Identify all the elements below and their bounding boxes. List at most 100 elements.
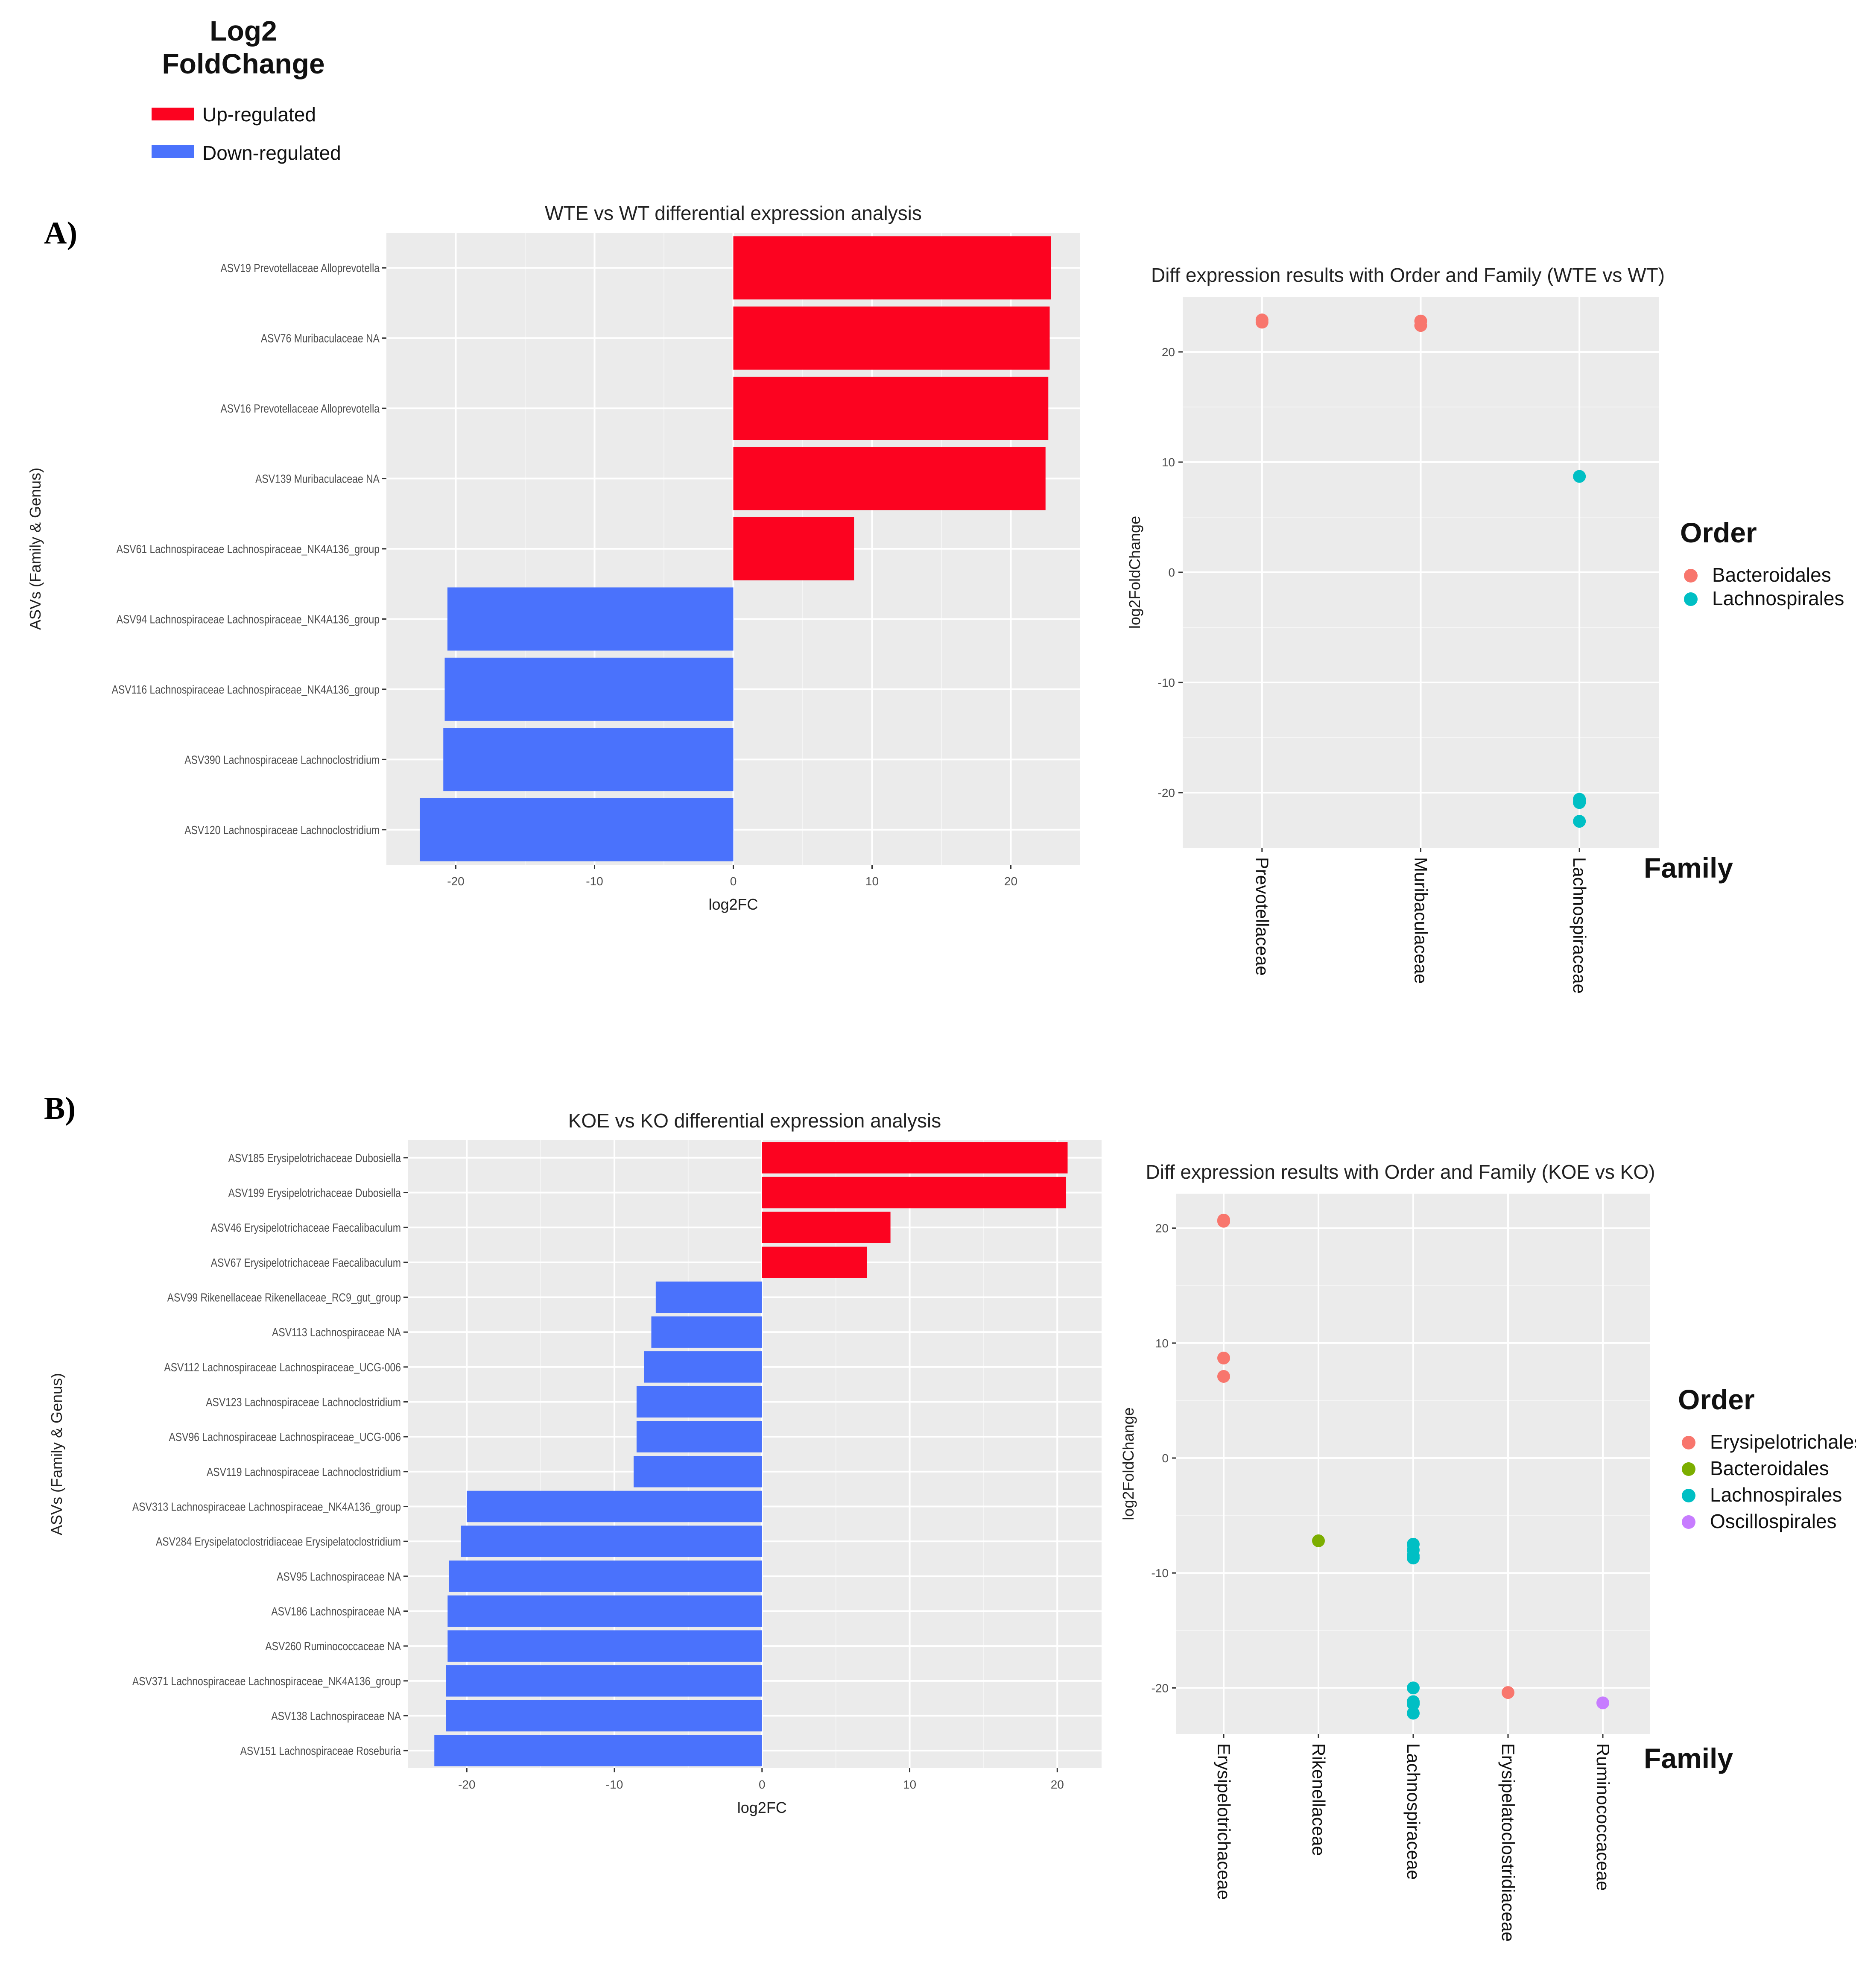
category-label: ASV99 Rikenellaceae Rikenellaceae_RC9_gu… bbox=[167, 1291, 401, 1304]
category-label: ASV116 Lachnospiraceae Lachnospiraceae_N… bbox=[112, 683, 380, 697]
data-point bbox=[1407, 1707, 1420, 1720]
category-label: ASV138 Lachnospiraceae NA bbox=[271, 1710, 401, 1723]
x-tick-label: 20 bbox=[1004, 875, 1017, 888]
category-label: ASV390 Lachnospiraceae Lachnoclostridium bbox=[184, 753, 380, 767]
x-axis-title: log2FC bbox=[737, 1799, 787, 1816]
legend-swatch-up bbox=[152, 108, 194, 120]
legend-label: Oscillospirales bbox=[1710, 1510, 1837, 1532]
family-label: Lachnospiraceae bbox=[1403, 1743, 1423, 1880]
bar bbox=[447, 1595, 762, 1627]
category-label: ASV46 Erysipelotrichaceae Faecalibaculum bbox=[211, 1221, 401, 1235]
bar bbox=[651, 1316, 762, 1348]
legend-label: Erysipelotrichales bbox=[1710, 1431, 1856, 1453]
x-tick-label: 20 bbox=[1051, 1778, 1064, 1791]
family-label: Rikenellaceae bbox=[1309, 1743, 1329, 1856]
bar-chart-wte-vs-wt: -20 -10 0 10 20 ASV19 Prevotellaceae Alloprev… bbox=[26, 202, 1080, 913]
bar-chart-koe-vs-ko: -20 -10 0 10 20 ASV185 Erysipelotrichaceae Du… bbox=[48, 1110, 1102, 1816]
data-point bbox=[1407, 1698, 1420, 1711]
bar bbox=[733, 236, 1051, 300]
bar bbox=[762, 1247, 867, 1278]
category-label: ASV120 Lachnospiraceae Lachnoclostridium bbox=[184, 824, 380, 837]
legend-swatch-down bbox=[152, 145, 194, 158]
legend-label: Lachnospirales bbox=[1710, 1484, 1842, 1506]
chart-title: Diff expression results with Order and F… bbox=[1151, 264, 1665, 286]
x-axis-title: Family bbox=[1644, 852, 1733, 884]
dot-plot-wte-vs-wt: -20 -10 0 10 20 Prevotellaceae Muribaculaceae L… bbox=[1126, 264, 1844, 994]
chart-title: Diff expression results with Order and F… bbox=[1146, 1161, 1655, 1183]
y-tick-label: -20 bbox=[1158, 786, 1175, 799]
data-point bbox=[1573, 815, 1586, 828]
x-axis-title: log2FC bbox=[708, 896, 758, 913]
bar bbox=[636, 1386, 762, 1418]
y-tick-label: 10 bbox=[1155, 1337, 1169, 1350]
y-axis-title: log2FoldChange bbox=[1119, 1407, 1137, 1520]
category-label: ASV76 Muribaculaceae NA bbox=[261, 332, 380, 345]
y-tick-label: -10 bbox=[1158, 676, 1175, 689]
legend-title: Order bbox=[1678, 1384, 1755, 1415]
category-label: ASV119 Lachnospiraceae Lachnoclostridium bbox=[207, 1466, 401, 1479]
category-label: ASV67 Erysipelotrichaceae Faecalibaculum bbox=[211, 1256, 401, 1270]
category-label: ASV186 Lachnospiraceae NA bbox=[271, 1605, 401, 1618]
legend-label: Bacteroidales bbox=[1712, 564, 1831, 586]
legend-key bbox=[1682, 1436, 1695, 1449]
data-point bbox=[1255, 316, 1269, 329]
data-point bbox=[1573, 796, 1586, 809]
category-label: ASV112 Lachnospiraceae Lachnospiraceae_U… bbox=[164, 1361, 401, 1374]
category-label: ASV61 Lachnospiraceae Lachnospiraceae_NK… bbox=[117, 543, 380, 556]
family-label: Ruminococcaceae bbox=[1593, 1743, 1613, 1891]
main-legend-title-line1: Log2 bbox=[210, 15, 277, 47]
main-legend-title-line2: FoldChange bbox=[162, 48, 324, 79]
y-tick-label: 10 bbox=[1162, 456, 1175, 469]
y-tick-label: 0 bbox=[1162, 1452, 1169, 1465]
x-axis-title: Family bbox=[1644, 1742, 1733, 1774]
bar bbox=[733, 377, 1049, 440]
x-tick-label: -10 bbox=[586, 875, 603, 888]
category-label: ASV151 Lachnospiraceae Roseburia bbox=[240, 1745, 401, 1758]
legend-label: Lachnospirales bbox=[1712, 587, 1844, 609]
bar bbox=[467, 1490, 762, 1522]
category-label: ASV113 Lachnospiraceae NA bbox=[272, 1326, 401, 1339]
bar bbox=[446, 1700, 762, 1732]
category-label: ASV123 Lachnospiraceae Lachnoclostridium bbox=[206, 1396, 401, 1409]
bar bbox=[420, 798, 734, 861]
panel-label-b: B) bbox=[44, 1091, 76, 1126]
family-label: Muribaculaceae bbox=[1411, 857, 1431, 984]
bar bbox=[733, 306, 1050, 370]
y-axis-title: log2FoldChange bbox=[1126, 516, 1143, 629]
legend-key bbox=[1682, 1462, 1695, 1476]
legend-key bbox=[1684, 592, 1698, 606]
panel-label-a: A) bbox=[44, 216, 77, 251]
legend-label: Bacteroidales bbox=[1710, 1457, 1829, 1479]
y-tick-label: 0 bbox=[1168, 566, 1175, 579]
category-label: ASV96 Lachnospiraceae Lachnospiraceae_UC… bbox=[169, 1431, 401, 1444]
family-label: Erysipelatoclostridiaceae bbox=[1498, 1743, 1518, 1942]
category-label: ASV260 Ruminococcaceae NA bbox=[265, 1640, 401, 1653]
bar bbox=[461, 1525, 762, 1557]
plot-panel bbox=[408, 1140, 1102, 1768]
bar bbox=[762, 1142, 1068, 1174]
category-label: ASV284 Erysipelatoclostridiaceae Erysipe… bbox=[156, 1535, 401, 1549]
bar bbox=[444, 657, 734, 721]
category-label: ASV19 Prevotellaceae Alloprevotella bbox=[220, 262, 380, 275]
category-label: ASV139 Muribaculaceae NA bbox=[255, 472, 380, 486]
x-tick-label: 0 bbox=[730, 875, 737, 888]
bar bbox=[636, 1421, 762, 1452]
category-label: ASV94 Lachnospiraceae Lachnospiraceae_NK… bbox=[117, 613, 380, 626]
legend-title: Order bbox=[1680, 517, 1757, 548]
x-tick-label: 10 bbox=[903, 1778, 916, 1791]
y-axis-title: ASVs (Family & Genus) bbox=[26, 468, 44, 630]
legend-key bbox=[1684, 569, 1698, 583]
bar bbox=[449, 1561, 762, 1592]
y-tick-label: 20 bbox=[1155, 1222, 1169, 1235]
x-tick-label: 10 bbox=[865, 875, 879, 888]
bar bbox=[633, 1456, 762, 1487]
data-point bbox=[1573, 470, 1586, 483]
bar bbox=[447, 587, 734, 651]
family-label: Prevotellaceae bbox=[1252, 857, 1272, 976]
chart-title: WTE vs WT differential expression analys… bbox=[545, 202, 922, 224]
x-tick-label: 0 bbox=[759, 1778, 766, 1791]
data-point bbox=[1217, 1215, 1230, 1228]
data-point bbox=[1407, 1552, 1420, 1565]
bar bbox=[443, 728, 734, 791]
